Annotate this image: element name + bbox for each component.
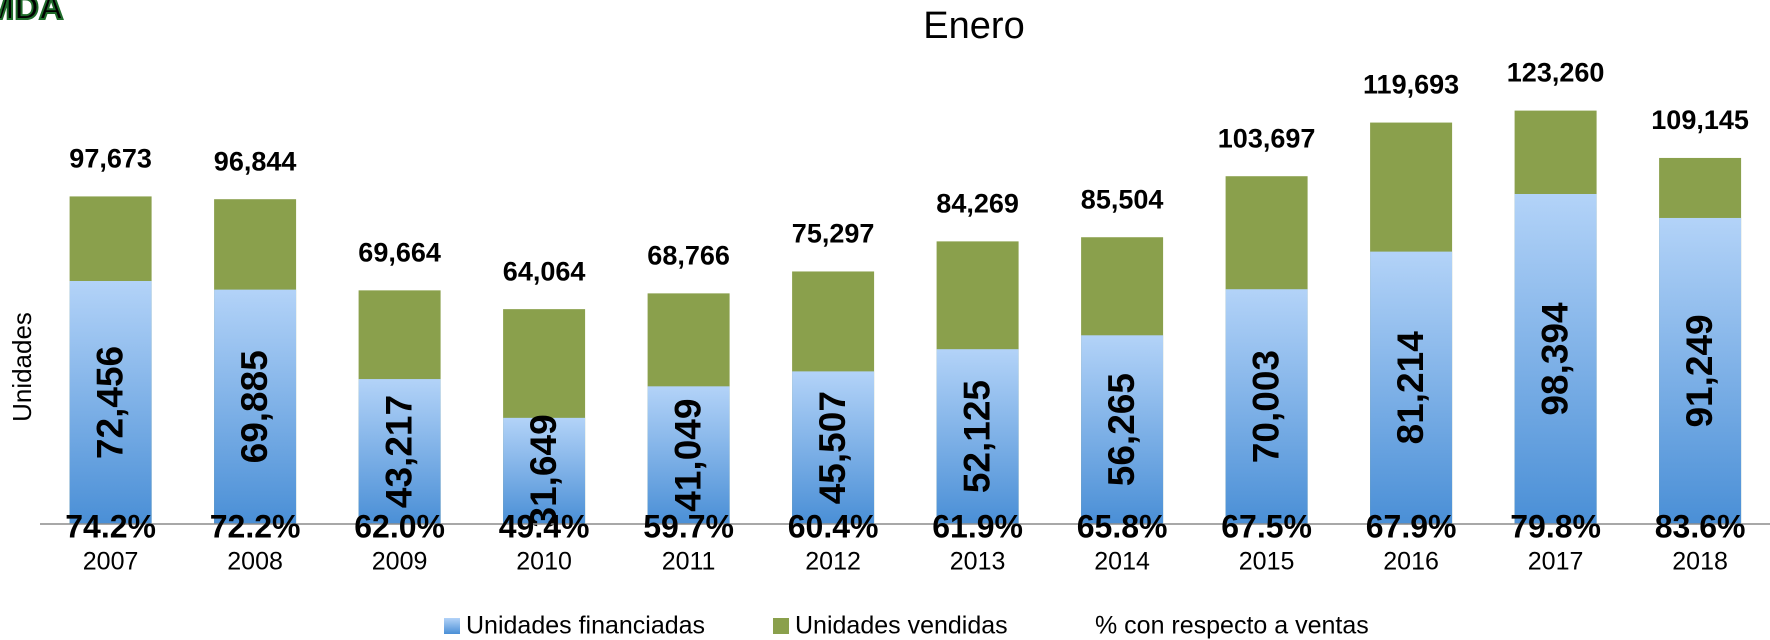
percent-label: 67.9% <box>1366 508 1457 544</box>
x-tick-label: 2015 <box>1239 548 1295 576</box>
bar-financed <box>503 417 586 524</box>
legend-swatch <box>773 618 789 634</box>
x-tick-label: 2013 <box>950 548 1006 576</box>
x-tick-label: 2014 <box>1094 548 1150 576</box>
percent-label: 74.2% <box>65 508 156 544</box>
x-tick-label: 2017 <box>1528 548 1584 576</box>
financed-label: 43,217 <box>378 395 419 508</box>
x-tick-label: 2018 <box>1672 548 1728 576</box>
bar-financed <box>1081 335 1164 524</box>
bar-financed <box>936 349 1019 524</box>
total-label: 85,504 <box>1081 184 1164 214</box>
bar-financed <box>647 386 730 524</box>
x-tick-label: 2011 <box>662 548 716 576</box>
financed-label: 98,394 <box>1534 302 1575 416</box>
percent-label: 61.9% <box>932 508 1023 544</box>
legend-swatch <box>444 618 460 634</box>
total-label: 123,260 <box>1507 58 1605 88</box>
x-tick-label: 2010 <box>516 548 572 576</box>
total-label: 119,693 <box>1363 70 1459 100</box>
financed-label: 70,003 <box>1245 350 1286 463</box>
financed-label: 52,125 <box>956 380 997 493</box>
total-label: 75,297 <box>792 219 875 249</box>
bar-financed <box>1659 217 1742 524</box>
financed-label: 91,249 <box>1679 314 1720 427</box>
bar-financed <box>792 371 875 524</box>
logo: MDA <box>0 0 63 27</box>
bar-financed <box>358 379 441 524</box>
total-label: 103,697 <box>1218 123 1316 153</box>
financed-label: 81,214 <box>1390 331 1431 445</box>
total-label: 69,664 <box>358 237 441 267</box>
y-axis-label: Unidades <box>7 312 37 422</box>
percent-label: 62.0% <box>354 508 445 544</box>
financed-label: 72,456 <box>89 346 130 459</box>
x-tick-label: 2016 <box>1383 548 1439 576</box>
financed-label: 69,885 <box>234 350 275 463</box>
bar-financed <box>69 280 152 524</box>
financed-label: 31,649 <box>523 414 564 527</box>
total-label: 84,269 <box>936 188 1019 218</box>
legend-label: % con respecto a ventas <box>1095 612 1369 640</box>
percent-label: 83.6% <box>1655 508 1746 544</box>
bar-financed <box>1225 289 1308 524</box>
financed-label: 45,507 <box>812 391 853 504</box>
financed-label: 41,049 <box>667 399 708 512</box>
bar-financed <box>214 289 297 524</box>
percent-label: 49.4% <box>499 508 590 544</box>
financed-label: 56,265 <box>1101 373 1142 486</box>
percent-label: 60.4% <box>788 508 879 544</box>
percent-label: 59.7% <box>643 508 734 544</box>
x-tick-label: 2007 <box>83 548 139 576</box>
percent-label: 72.2% <box>210 508 301 544</box>
x-tick-label: 2009 <box>372 548 428 576</box>
chart-title: Enero <box>923 5 1024 47</box>
percent-label: 79.8% <box>1510 508 1601 544</box>
total-label: 64,064 <box>503 256 586 286</box>
total-label: 109,145 <box>1651 105 1749 135</box>
x-tick-label: 2008 <box>227 548 283 576</box>
bar-financed <box>1514 194 1597 525</box>
percent-label: 67.5% <box>1221 508 1312 544</box>
legend-label: Unidades financiadas <box>466 612 705 640</box>
total-label: 97,673 <box>69 144 152 174</box>
total-label: 96,844 <box>214 146 297 176</box>
percent-label: 65.8% <box>1077 508 1168 544</box>
total-label: 68,766 <box>647 240 730 270</box>
x-tick-label: 2012 <box>805 548 861 576</box>
legend-label: Unidades vendidas <box>795 612 1008 640</box>
bar-financed <box>1370 251 1453 525</box>
